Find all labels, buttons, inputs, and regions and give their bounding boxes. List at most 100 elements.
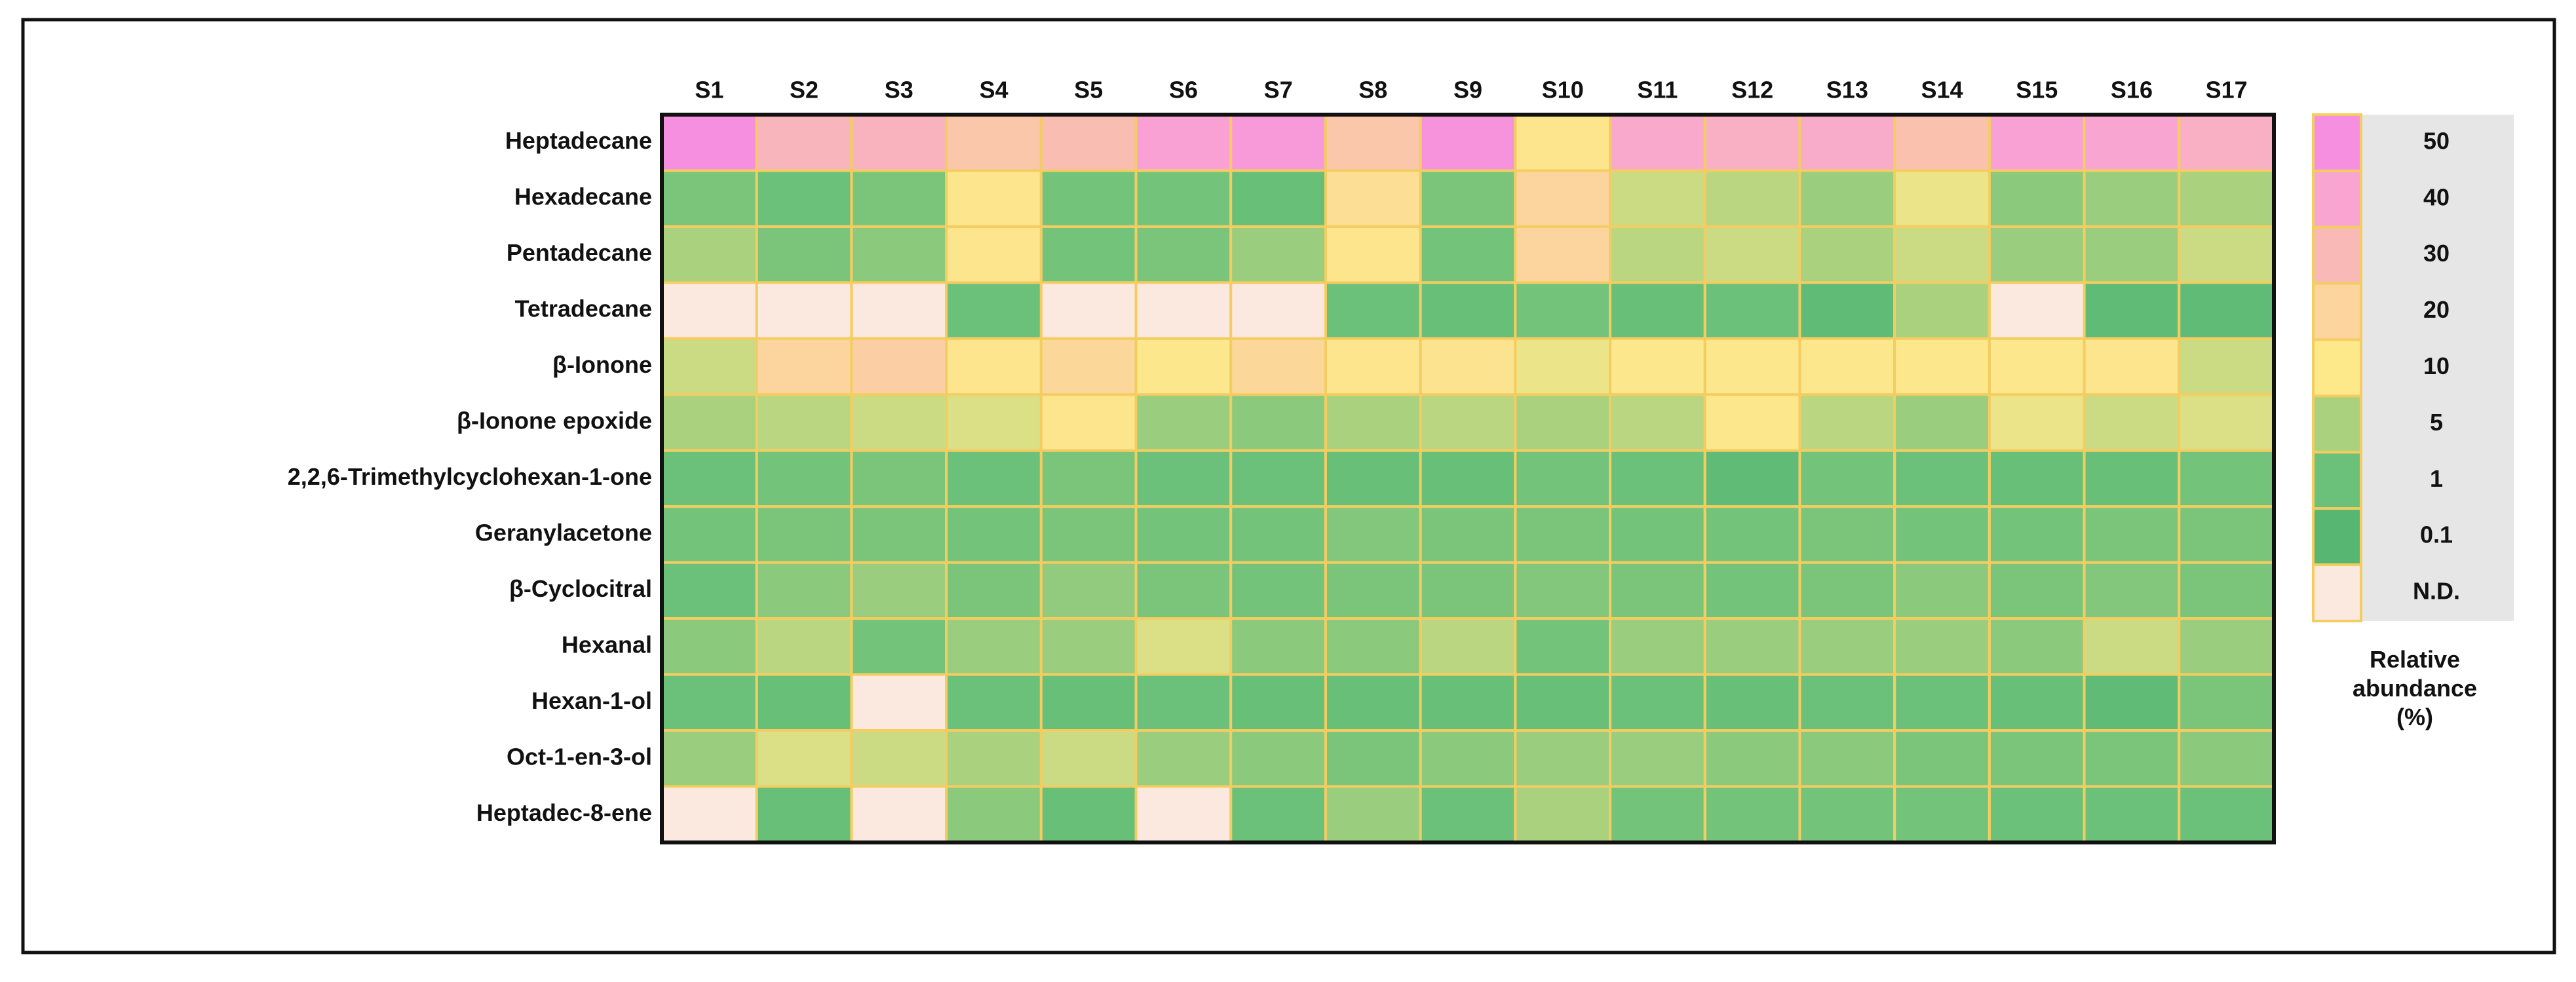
row-label: Hexan-1-ol bbox=[531, 687, 652, 714]
cell bbox=[1419, 169, 1517, 228]
cell bbox=[945, 617, 1043, 676]
cell bbox=[1229, 337, 1327, 396]
legend-label: 5 bbox=[2430, 409, 2443, 436]
cell bbox=[1514, 281, 1612, 340]
cell bbox=[945, 785, 1043, 844]
cell bbox=[945, 281, 1043, 340]
cell bbox=[945, 225, 1043, 284]
cell bbox=[945, 337, 1043, 396]
cell bbox=[945, 113, 1043, 172]
cell bbox=[1893, 337, 1991, 396]
cell bbox=[1893, 449, 1991, 508]
cell bbox=[1893, 729, 1991, 788]
cell bbox=[1419, 785, 1517, 844]
cell bbox=[1703, 729, 1801, 788]
cell bbox=[1798, 169, 1896, 228]
cell bbox=[945, 449, 1043, 508]
cell bbox=[1514, 449, 1612, 508]
cell bbox=[850, 617, 948, 676]
cell bbox=[1703, 785, 1801, 844]
cell bbox=[1229, 617, 1327, 676]
cell bbox=[1798, 225, 1896, 284]
cell bbox=[1039, 281, 1138, 340]
cell bbox=[1134, 337, 1233, 396]
cell bbox=[1514, 505, 1612, 564]
cell bbox=[1798, 561, 1896, 620]
cell bbox=[661, 169, 758, 228]
cell bbox=[1229, 729, 1327, 788]
column-label: S9 bbox=[1453, 77, 1482, 104]
cell bbox=[661, 281, 758, 340]
cell bbox=[1039, 113, 1138, 172]
cell bbox=[850, 505, 948, 564]
cell bbox=[2083, 505, 2181, 564]
cell bbox=[2178, 337, 2276, 396]
cell bbox=[1324, 337, 1422, 396]
cell bbox=[1229, 169, 1327, 228]
cell bbox=[1514, 673, 1612, 732]
cell bbox=[1514, 561, 1612, 620]
cell bbox=[1229, 113, 1327, 172]
column-label: S13 bbox=[1826, 77, 1868, 104]
legend-swatch bbox=[2312, 282, 2362, 341]
cell bbox=[850, 449, 948, 508]
cell bbox=[1419, 673, 1517, 732]
cell bbox=[2178, 561, 2276, 620]
cell bbox=[850, 337, 948, 396]
cell bbox=[1703, 281, 1801, 340]
cell bbox=[1229, 785, 1327, 844]
cell bbox=[2178, 729, 2276, 788]
cell bbox=[1039, 225, 1138, 284]
row-label: β-Ionone bbox=[552, 351, 652, 378]
cell bbox=[1134, 169, 1233, 228]
cell bbox=[1703, 393, 1801, 452]
column-label: S1 bbox=[695, 77, 723, 104]
row-label: Tetradecane bbox=[515, 295, 652, 322]
cell bbox=[1419, 617, 1517, 676]
legend-swatch bbox=[2312, 507, 2362, 567]
cell bbox=[1609, 337, 1706, 396]
cell bbox=[1134, 393, 1233, 452]
cell bbox=[1419, 449, 1517, 508]
row-label: Pentadecane bbox=[507, 239, 652, 266]
cell bbox=[1798, 449, 1896, 508]
cell bbox=[1324, 729, 1422, 788]
column-label: S14 bbox=[1921, 77, 1963, 104]
cell bbox=[1893, 281, 1991, 340]
cell bbox=[1988, 225, 2086, 284]
cell bbox=[1893, 113, 1991, 172]
cell bbox=[1798, 337, 1896, 396]
column-label: S11 bbox=[1637, 77, 1678, 104]
cell bbox=[1134, 225, 1233, 284]
cell bbox=[1703, 561, 1801, 620]
cell bbox=[1229, 673, 1327, 732]
cell bbox=[1703, 113, 1801, 172]
cell bbox=[945, 393, 1043, 452]
cell bbox=[1703, 505, 1801, 564]
row-label: Hexadecane bbox=[514, 183, 652, 210]
cell bbox=[2083, 113, 2181, 172]
cell bbox=[1609, 785, 1706, 844]
cell bbox=[1134, 729, 1233, 788]
cell bbox=[1703, 673, 1801, 732]
cell bbox=[2083, 729, 2181, 788]
cell bbox=[945, 505, 1043, 564]
row-label: Heptadec-8-ene bbox=[476, 799, 652, 826]
cell bbox=[661, 617, 758, 676]
cell bbox=[850, 169, 948, 228]
row-label: 2,2,6-Trimethylcyclohexan-1-one bbox=[288, 463, 652, 490]
cell bbox=[1514, 785, 1612, 844]
cell bbox=[1324, 449, 1422, 508]
cell bbox=[1229, 449, 1327, 508]
cell bbox=[755, 225, 853, 284]
cell bbox=[1039, 673, 1138, 732]
cell bbox=[755, 169, 853, 228]
column-label: S10 bbox=[1542, 77, 1584, 104]
column-label: S3 bbox=[885, 77, 913, 104]
cell bbox=[1988, 281, 2086, 340]
cell bbox=[1893, 505, 1991, 564]
cell bbox=[1988, 393, 2086, 452]
cell bbox=[1324, 281, 1422, 340]
